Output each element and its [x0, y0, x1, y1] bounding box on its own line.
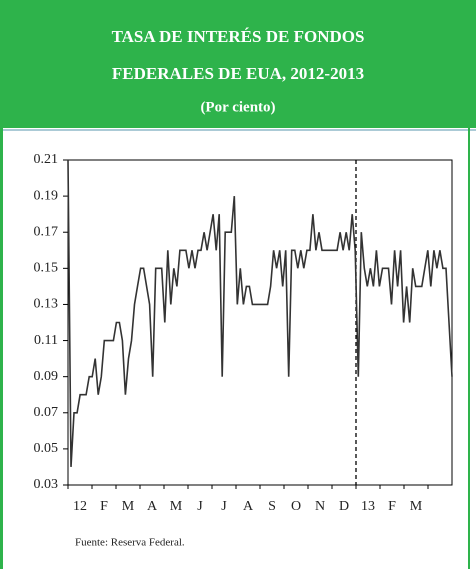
y-tick-label: 0.21: [34, 152, 59, 167]
x-tick-label: D: [339, 499, 349, 514]
x-tick-label: O: [291, 499, 301, 514]
plot-frame: [67, 159, 453, 486]
x-tick-label: M: [410, 499, 423, 514]
y-tick-label: 0.09: [34, 369, 59, 384]
source: Fuente: Reserva Federal.: [75, 537, 185, 549]
y-tick-label: 0.11: [34, 333, 58, 348]
x-tick-label: A: [243, 499, 254, 514]
y-tick-label: 0.19: [34, 188, 59, 203]
y-tick-label: 0.05: [34, 441, 59, 456]
x-tick-label: S: [268, 499, 276, 514]
title-line: FEDERALES DE EUA, 2012-2013: [112, 64, 364, 83]
y-tick-label: 0.03: [34, 477, 59, 492]
y-tick-label: 0.13: [34, 297, 59, 312]
title-line: TASA DE INTERÉS DE FONDOS: [112, 27, 365, 46]
y-tick-label: 0.15: [34, 261, 59, 276]
series-line: [67, 159, 453, 467]
x-tick-label: J: [197, 499, 203, 514]
y-tick-label: 0.17: [34, 224, 59, 239]
header: [0, 0, 476, 128]
x-tick-label: M: [122, 499, 135, 514]
subtitle: (Por ciento): [200, 99, 275, 115]
x-tick-label: A: [147, 499, 158, 514]
x-tick-label: M: [170, 499, 183, 514]
x-tick-label: N: [315, 499, 325, 514]
x-tick-label: 13: [361, 499, 375, 514]
x-tick-label: J: [221, 499, 227, 514]
x-tick-label: 12: [73, 499, 87, 514]
y-tick-label: 0.07: [34, 405, 59, 420]
x-tick-label: F: [388, 499, 396, 514]
x-tick-label: F: [100, 499, 108, 514]
